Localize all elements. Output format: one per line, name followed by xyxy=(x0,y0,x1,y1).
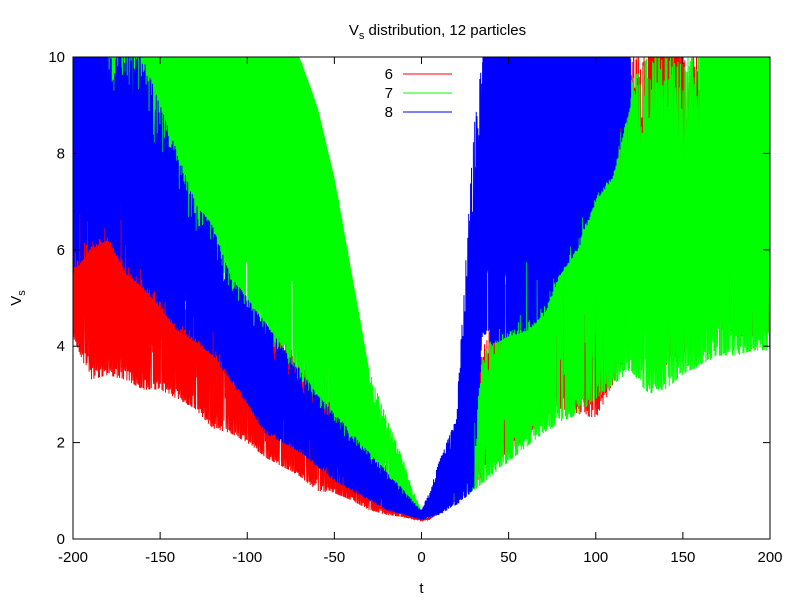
x-tick-label: -100 xyxy=(232,549,262,566)
x-tick-label: 150 xyxy=(670,549,695,566)
axis-tick-labels: -200 -150 -100 -50 0 50 100 150 200 0 2 4 6 8 10 xyxy=(48,49,782,566)
y-tick-label: 6 xyxy=(57,242,65,259)
y-tick-label: 8 xyxy=(57,145,65,162)
x-axis-label: t xyxy=(419,580,424,597)
legend-label-8: 8 xyxy=(385,104,393,121)
y-tick-label: 0 xyxy=(57,531,65,548)
x-tick-label: 50 xyxy=(500,549,517,566)
axis-ticks xyxy=(72,56,771,540)
x-tick-label: -200 xyxy=(58,549,88,566)
x-tick-label: -150 xyxy=(145,549,175,566)
chart-title-main: V xyxy=(349,22,359,39)
y-axis-label-sub: s xyxy=(16,290,28,296)
y-axis-label-main: V xyxy=(8,296,25,306)
y-axis-label: Vs xyxy=(8,290,28,306)
legend-label-6: 6 xyxy=(385,66,393,83)
series-8-line xyxy=(73,57,632,522)
series-8 xyxy=(73,57,632,522)
y-tick-label: 2 xyxy=(57,435,65,452)
x-tick-label: -50 xyxy=(324,549,346,566)
chart-title-sub: s xyxy=(359,30,365,42)
x-tick-label: 100 xyxy=(583,549,608,566)
y-tick-label: 4 xyxy=(57,338,65,355)
x-tick-label: 200 xyxy=(757,549,782,566)
legend: 6 7 8 xyxy=(385,66,452,121)
y-tick-label: 10 xyxy=(48,49,65,66)
plot-series-group xyxy=(73,57,770,523)
chart-title: Vs distribution, 12 particles xyxy=(349,22,526,42)
chart-title-rest: distribution, 12 particles xyxy=(364,22,526,39)
x-tick-label: 0 xyxy=(417,549,425,566)
legend-label-7: 7 xyxy=(385,85,393,102)
